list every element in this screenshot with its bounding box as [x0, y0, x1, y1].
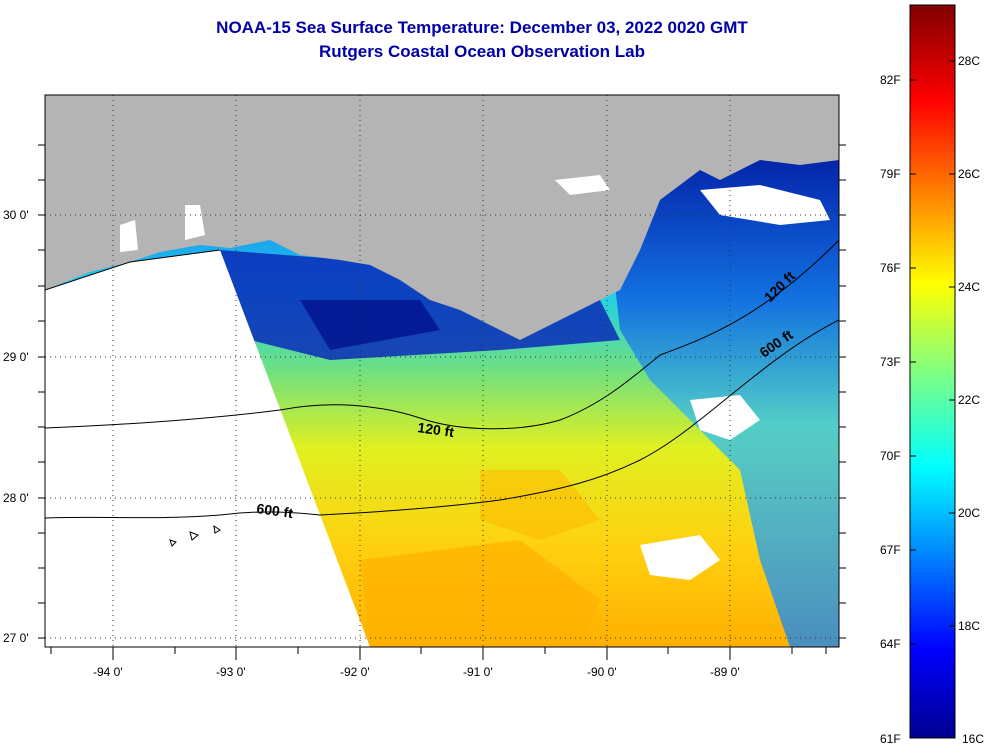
contour-label-600ft: 600 ft: [256, 500, 295, 521]
colorbar-label-f: 67F: [880, 543, 901, 557]
lon-label-91: -91 0': [463, 665, 493, 679]
island-outlines: [169, 524, 221, 547]
cloud-patch: [700, 185, 830, 225]
colorbar-label-f: 64F: [880, 637, 901, 651]
colorbar-label-c: 26C: [958, 167, 981, 181]
lat-label-29: 29 0': [3, 350, 29, 364]
colorbar-label-c: 22C: [958, 393, 981, 407]
lon-label-90: -90 0': [587, 665, 617, 679]
plot-frame: [44, 94, 840, 648]
lon-label-89: -89 0': [710, 665, 740, 679]
lat-label-27: 27 0': [3, 631, 29, 645]
colorbar-ticks: [910, 60, 955, 645]
graticule: [45, 95, 839, 647]
lat-label-30: 30 0': [3, 208, 29, 222]
colorbar-label-f: 79F: [880, 167, 901, 181]
lon-label-92: -92 0': [340, 665, 370, 679]
coastal-cold-water: [300, 300, 440, 350]
colorbar-label-f: 73F: [880, 355, 901, 369]
colorbar-label-f: 70F: [880, 449, 901, 463]
contour-label-120ft: 120 ft: [417, 419, 456, 440]
cloud-patch: [640, 535, 720, 580]
colorbar-label-f: 61F: [880, 732, 901, 746]
land: [45, 95, 839, 340]
lat-label-28: 28 0': [3, 491, 29, 505]
colorbar-label-c: 20C: [958, 506, 981, 520]
map-title: NOAA-15 Sea Surface Temperature: Decembe…: [216, 18, 748, 37]
axis-ticks: [38, 144, 846, 660]
cloud-patch: [690, 395, 760, 440]
colorbar: [909, 4, 956, 739]
colorbar-label-c: 28C: [958, 54, 981, 68]
warm-patch: [480, 470, 600, 540]
lon-label-94: -94 0': [93, 665, 123, 679]
cloud-patch: [120, 220, 138, 252]
contour-120ft: [45, 239, 839, 430]
colorbar-label-f: 76F: [880, 261, 901, 275]
colorbar-label-c: 18C: [958, 619, 981, 633]
map-subtitle: Rutgers Coastal Ocean Observation Lab: [319, 42, 645, 61]
cloud-patch: [185, 205, 205, 240]
colorbar-label-f: 82F: [880, 73, 901, 87]
contour-600ft: [45, 319, 839, 519]
cloud-patch: [555, 175, 610, 195]
warm-patch: [360, 540, 600, 647]
no-data-region: [45, 250, 370, 647]
colorbar-label-c: 24C: [958, 280, 981, 294]
lon-label-93: -93 0': [216, 665, 246, 679]
colorbar-label-c: 16C: [962, 732, 985, 746]
coastline: [45, 249, 221, 291]
